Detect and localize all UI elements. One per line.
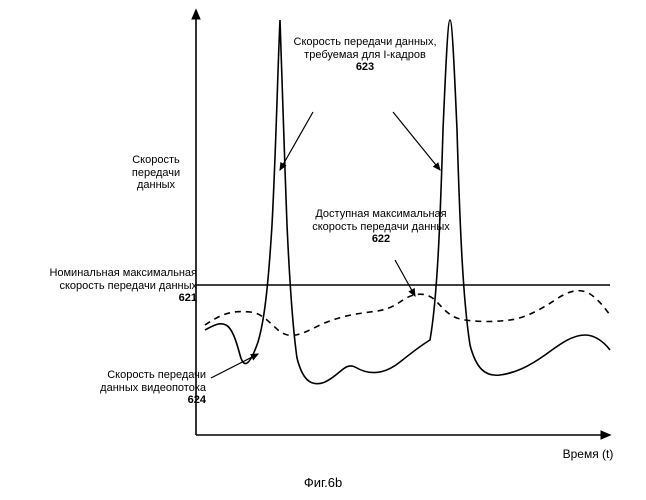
nominal-label-text: Номинальная максимальнаяскорость передач… [49,267,197,292]
video-stream-curve [205,20,610,384]
available-label-id: 622 [372,233,390,245]
figure-caption-text: Фиг.6b [304,475,342,490]
video-label: Скорость передачиданных видеопотока 624 [56,369,206,407]
available-label: Доступная максимальнаяскорость передачи … [276,208,486,246]
chart-svg [0,0,646,500]
y-axis-label: Скорость передачи данных [116,154,196,192]
arrow-video [211,354,258,378]
arrow-iframe-2 [393,112,440,170]
arrow-available [395,260,415,296]
video-label-id: 624 [188,394,206,406]
video-label-text: Скорость передачиданных видеопотока [100,369,206,394]
y-axis-label-text: Скорость передачи данных [132,154,180,191]
arrow-iframe-1 [280,112,313,170]
x-axis-label-text: Время (t) [563,447,614,461]
iframe-label-id: 623 [356,61,374,73]
available-label-text: Доступная максимальнаяскорость передачи … [312,208,450,233]
figure-6b: Скорость передачи данных,требуемая для I… [0,0,646,500]
iframe-label-text: Скорость передачи данных,требуемая для I… [294,36,437,61]
x-axis-label: Время (t) [548,448,628,462]
iframe-label: Скорость передачи данных,требуемая для I… [250,36,480,74]
figure-caption: Фиг.6b [0,476,646,491]
nominal-label: Номинальная максимальнаяскорость передач… [22,267,197,305]
nominal-label-id: 621 [179,292,197,304]
